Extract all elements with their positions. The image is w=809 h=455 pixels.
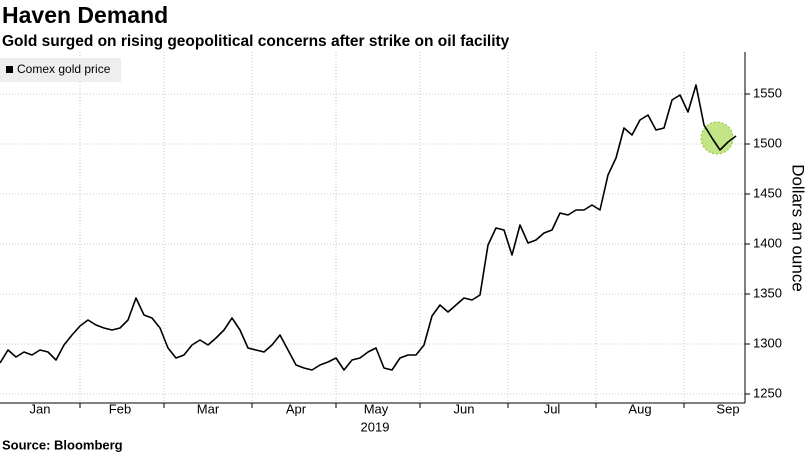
y-tick-label: 1250: [753, 385, 782, 400]
source: Source: Bloomberg: [2, 437, 123, 452]
price-line: [0, 84, 737, 371]
y-tick-label: 1450: [753, 185, 782, 200]
x-tick-label: Jul: [544, 401, 561, 416]
legend: [0, 58, 121, 82]
legend-swatch: [6, 66, 13, 73]
x-tick-label: Aug: [628, 401, 651, 416]
x-tick-label: Sep: [716, 401, 739, 416]
x-tick-label: May: [364, 401, 389, 416]
y-tick-label: 1300: [753, 335, 782, 350]
y-tick-label: 1500: [753, 135, 782, 150]
y-tick-label: 1400: [753, 235, 782, 250]
x-tick-label: Feb: [109, 401, 131, 416]
x-tick-label: Jun: [454, 401, 475, 416]
chart-title: Haven Demand: [2, 2, 168, 28]
chart-subtitle: Gold surged on rising geopolitical conce…: [2, 33, 510, 50]
legend-label: Comex gold price: [17, 62, 111, 76]
y-tick-label: 1350: [753, 285, 782, 300]
plot-area: 1250 1300 1350 1400 1450 1500 1550 Jan Feb Mar Apr…: [0, 52, 782, 416]
x-tick-label: Mar: [197, 401, 220, 416]
y-axis-label: Dollars an ounce: [789, 164, 808, 292]
line-layer: [0, 84, 737, 371]
x-tick-label: Jan: [30, 401, 51, 416]
x-tick-label: Apr: [286, 401, 307, 416]
y-tick-label: 1550: [753, 85, 782, 100]
x-axis-label: 2019: [361, 419, 390, 434]
